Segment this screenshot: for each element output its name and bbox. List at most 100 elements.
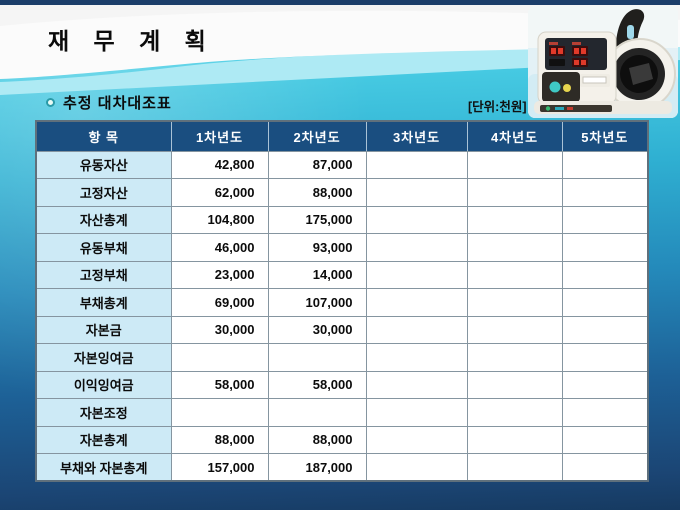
row-value-cell [466, 398, 563, 427]
table-row: 자산총계 104,800 175,000 [35, 205, 649, 234]
row-item-label: 부채와 자본총계 [35, 453, 172, 482]
table-row: 부채총계 69,000 107,000 [35, 288, 649, 317]
header-wave-decoration [0, 0, 680, 95]
row-value-cell: 46,000 [170, 233, 269, 262]
row-value-cell [365, 233, 468, 262]
column-header: 3차년도 [365, 120, 468, 152]
row-value-cell [466, 370, 563, 399]
row-item-label: 부채총계 [35, 288, 172, 317]
column-header: 4차년도 [466, 120, 563, 152]
row-value-cell [365, 425, 468, 454]
column-header: 항 목 [35, 120, 172, 152]
row-value-cell [466, 288, 563, 317]
row-value-cell [365, 178, 468, 207]
printer-slot [582, 76, 607, 84]
row-value-cell: 14,000 [267, 260, 367, 289]
row-value-cell: 23,000 [170, 260, 269, 289]
row-value-cell [170, 398, 269, 427]
table-row: 자본조정 [35, 398, 649, 427]
row-value-cell: 93,000 [267, 233, 367, 262]
row-value-cell: 88,000 [170, 425, 269, 454]
row-item-label: 자본금 [35, 315, 172, 344]
column-header: 2차년도 [267, 120, 367, 152]
table-row: 자본잉여금 [35, 343, 649, 372]
wave-highlight-band [0, 46, 680, 95]
row-value-cell: 58,000 [267, 370, 367, 399]
row-value-cell [561, 205, 649, 234]
row-value-cell [466, 178, 563, 207]
section-header: 추정 대차대조표 [46, 92, 172, 113]
row-value-cell [561, 288, 649, 317]
table-row: 자본총계 88,000 88,000 [35, 425, 649, 454]
row-value-cell [365, 398, 468, 427]
table-row: 고정부채 23,000 14,000 [35, 260, 649, 289]
row-value-cell: 107,000 [267, 288, 367, 317]
row-value-cell: 30,000 [170, 315, 269, 344]
row-value-cell: 42,800 [170, 150, 269, 179]
row-value-cell [170, 343, 269, 372]
row-value-cell [365, 315, 468, 344]
table-row: 고정자산 62,000 88,000 [35, 178, 649, 207]
row-item-label: 고정부채 [35, 260, 172, 289]
row-value-cell [365, 150, 468, 179]
row-value-cell: 58,000 [170, 370, 269, 399]
row-item-label: 자산총계 [35, 205, 172, 234]
row-value-cell [466, 315, 563, 344]
column-header: 5차년도 [561, 120, 649, 152]
row-value-cell [466, 233, 563, 262]
row-value-cell: 69,000 [170, 288, 269, 317]
row-value-cell [561, 398, 649, 427]
row-value-cell: 62,000 [170, 178, 269, 207]
row-value-cell: 187,000 [267, 453, 367, 482]
row-item-label: 자본조정 [35, 398, 172, 427]
row-item-label: 고정자산 [35, 178, 172, 207]
row-value-cell [267, 343, 367, 372]
row-value-cell: 88,000 [267, 425, 367, 454]
row-item-label: 자본잉여금 [35, 343, 172, 372]
row-value-cell [561, 453, 649, 482]
device-button-yellow [563, 84, 571, 92]
balance-sheet-table: 항 목 1차년도 2차년도 3차년도 4차년도 5차년도 유동자산 42,800 87,000… [35, 120, 649, 482]
row-value-cell [561, 260, 649, 289]
row-value-cell: 88,000 [267, 178, 367, 207]
device-button-teal [549, 81, 561, 93]
row-value-cell [561, 370, 649, 399]
wave-gray-sheen [0, 0, 680, 26]
row-value-cell [561, 178, 649, 207]
row-value-cell [466, 205, 563, 234]
row-value-cell: 30,000 [267, 315, 367, 344]
bullet-circle-icon [46, 98, 55, 107]
blood-pressure-monitor-image [528, 6, 678, 118]
row-value-cell [466, 260, 563, 289]
row-value-cell [561, 343, 649, 372]
table-row: 유동자산 42,800 87,000 [35, 150, 649, 179]
row-value-cell [365, 260, 468, 289]
row-value-cell [561, 233, 649, 262]
row-value-cell [561, 425, 649, 454]
row-value-cell [561, 150, 649, 179]
table-header-row: 항 목 1차년도 2차년도 3차년도 4차년도 5차년도 [35, 120, 649, 152]
table-row: 이익잉여금 58,000 58,000 [35, 370, 649, 399]
table-row: 유동부채 46,000 93,000 [35, 233, 649, 262]
row-value-cell [267, 398, 367, 427]
row-value-cell [365, 343, 468, 372]
row-value-cell [466, 453, 563, 482]
table-row: 자본금 30,000 30,000 [35, 315, 649, 344]
row-value-cell: 87,000 [267, 150, 367, 179]
row-item-label: 유동부채 [35, 233, 172, 262]
unit-label: [단위:천원] [468, 100, 527, 114]
row-value-cell [561, 315, 649, 344]
row-value-cell [365, 370, 468, 399]
row-value-cell: 157,000 [170, 453, 269, 482]
row-value-cell [365, 205, 468, 234]
section-title: 추정 대차대조표 [63, 95, 172, 112]
row-value-cell [466, 150, 563, 179]
top-navy-strip [0, 0, 680, 5]
table-row: 부채와 자본총계 157,000 187,000 [35, 453, 649, 482]
row-item-label: 이익잉여금 [35, 370, 172, 399]
wave-white-area [0, 0, 680, 79]
row-value-cell [466, 425, 563, 454]
row-value-cell [365, 288, 468, 317]
row-value-cell: 104,800 [170, 205, 269, 234]
